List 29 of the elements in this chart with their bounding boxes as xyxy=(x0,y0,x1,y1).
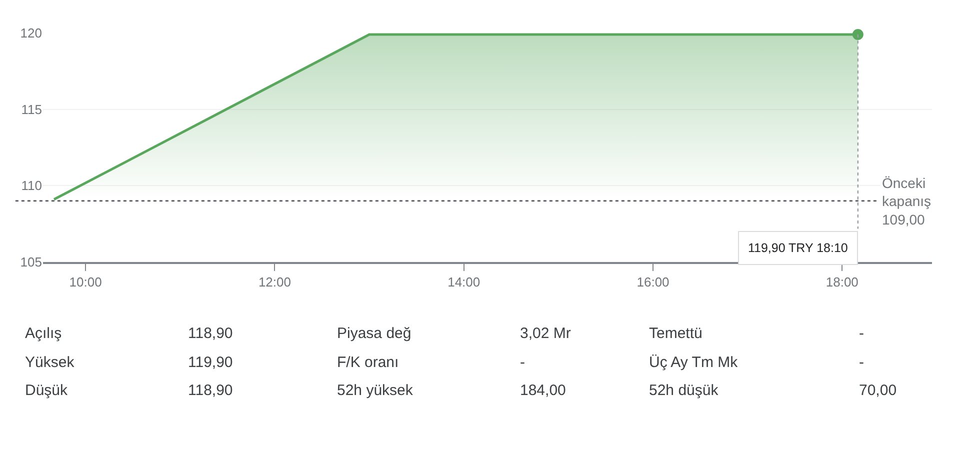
text: Düşük xyxy=(25,382,68,399)
text: - xyxy=(520,354,525,371)
x-tick-label: 14:00 xyxy=(448,274,480,290)
text: F/K oranı xyxy=(337,354,399,371)
x-tick-label: 10:00 xyxy=(69,274,102,290)
text: - xyxy=(859,325,864,342)
y-tick-label: 120 xyxy=(20,26,42,41)
text: 52h yüksek xyxy=(337,382,414,399)
x-tick-label: 18:00 xyxy=(826,274,858,290)
text: - xyxy=(859,354,864,371)
text: Piyasa değ xyxy=(337,325,412,342)
text: Üç Ay Tm Mk xyxy=(649,354,738,371)
text: 3,02 Mr xyxy=(520,325,571,342)
text: 70,00 xyxy=(859,382,897,399)
text: Temettü xyxy=(649,325,702,342)
text: 52h düşük xyxy=(649,382,719,399)
x-tick-label: 16:00 xyxy=(636,274,670,290)
text: Yüksek xyxy=(25,354,75,371)
x-tick-label: 12:00 xyxy=(258,274,291,290)
annotation: 119,90 TRY 18:10 xyxy=(748,241,848,255)
text: 118,90 xyxy=(188,382,233,399)
y-tick-label: 115 xyxy=(21,102,42,117)
text: 119,90 xyxy=(188,354,233,371)
text: 184,00 xyxy=(520,382,566,399)
y-tick-label: 105 xyxy=(20,254,42,270)
text: 118,90 xyxy=(188,325,233,342)
y-tick-label: 110 xyxy=(21,178,42,194)
ref-line-label: Önceki kapanış 109,00 xyxy=(882,175,932,228)
text: Açılış xyxy=(25,325,62,342)
